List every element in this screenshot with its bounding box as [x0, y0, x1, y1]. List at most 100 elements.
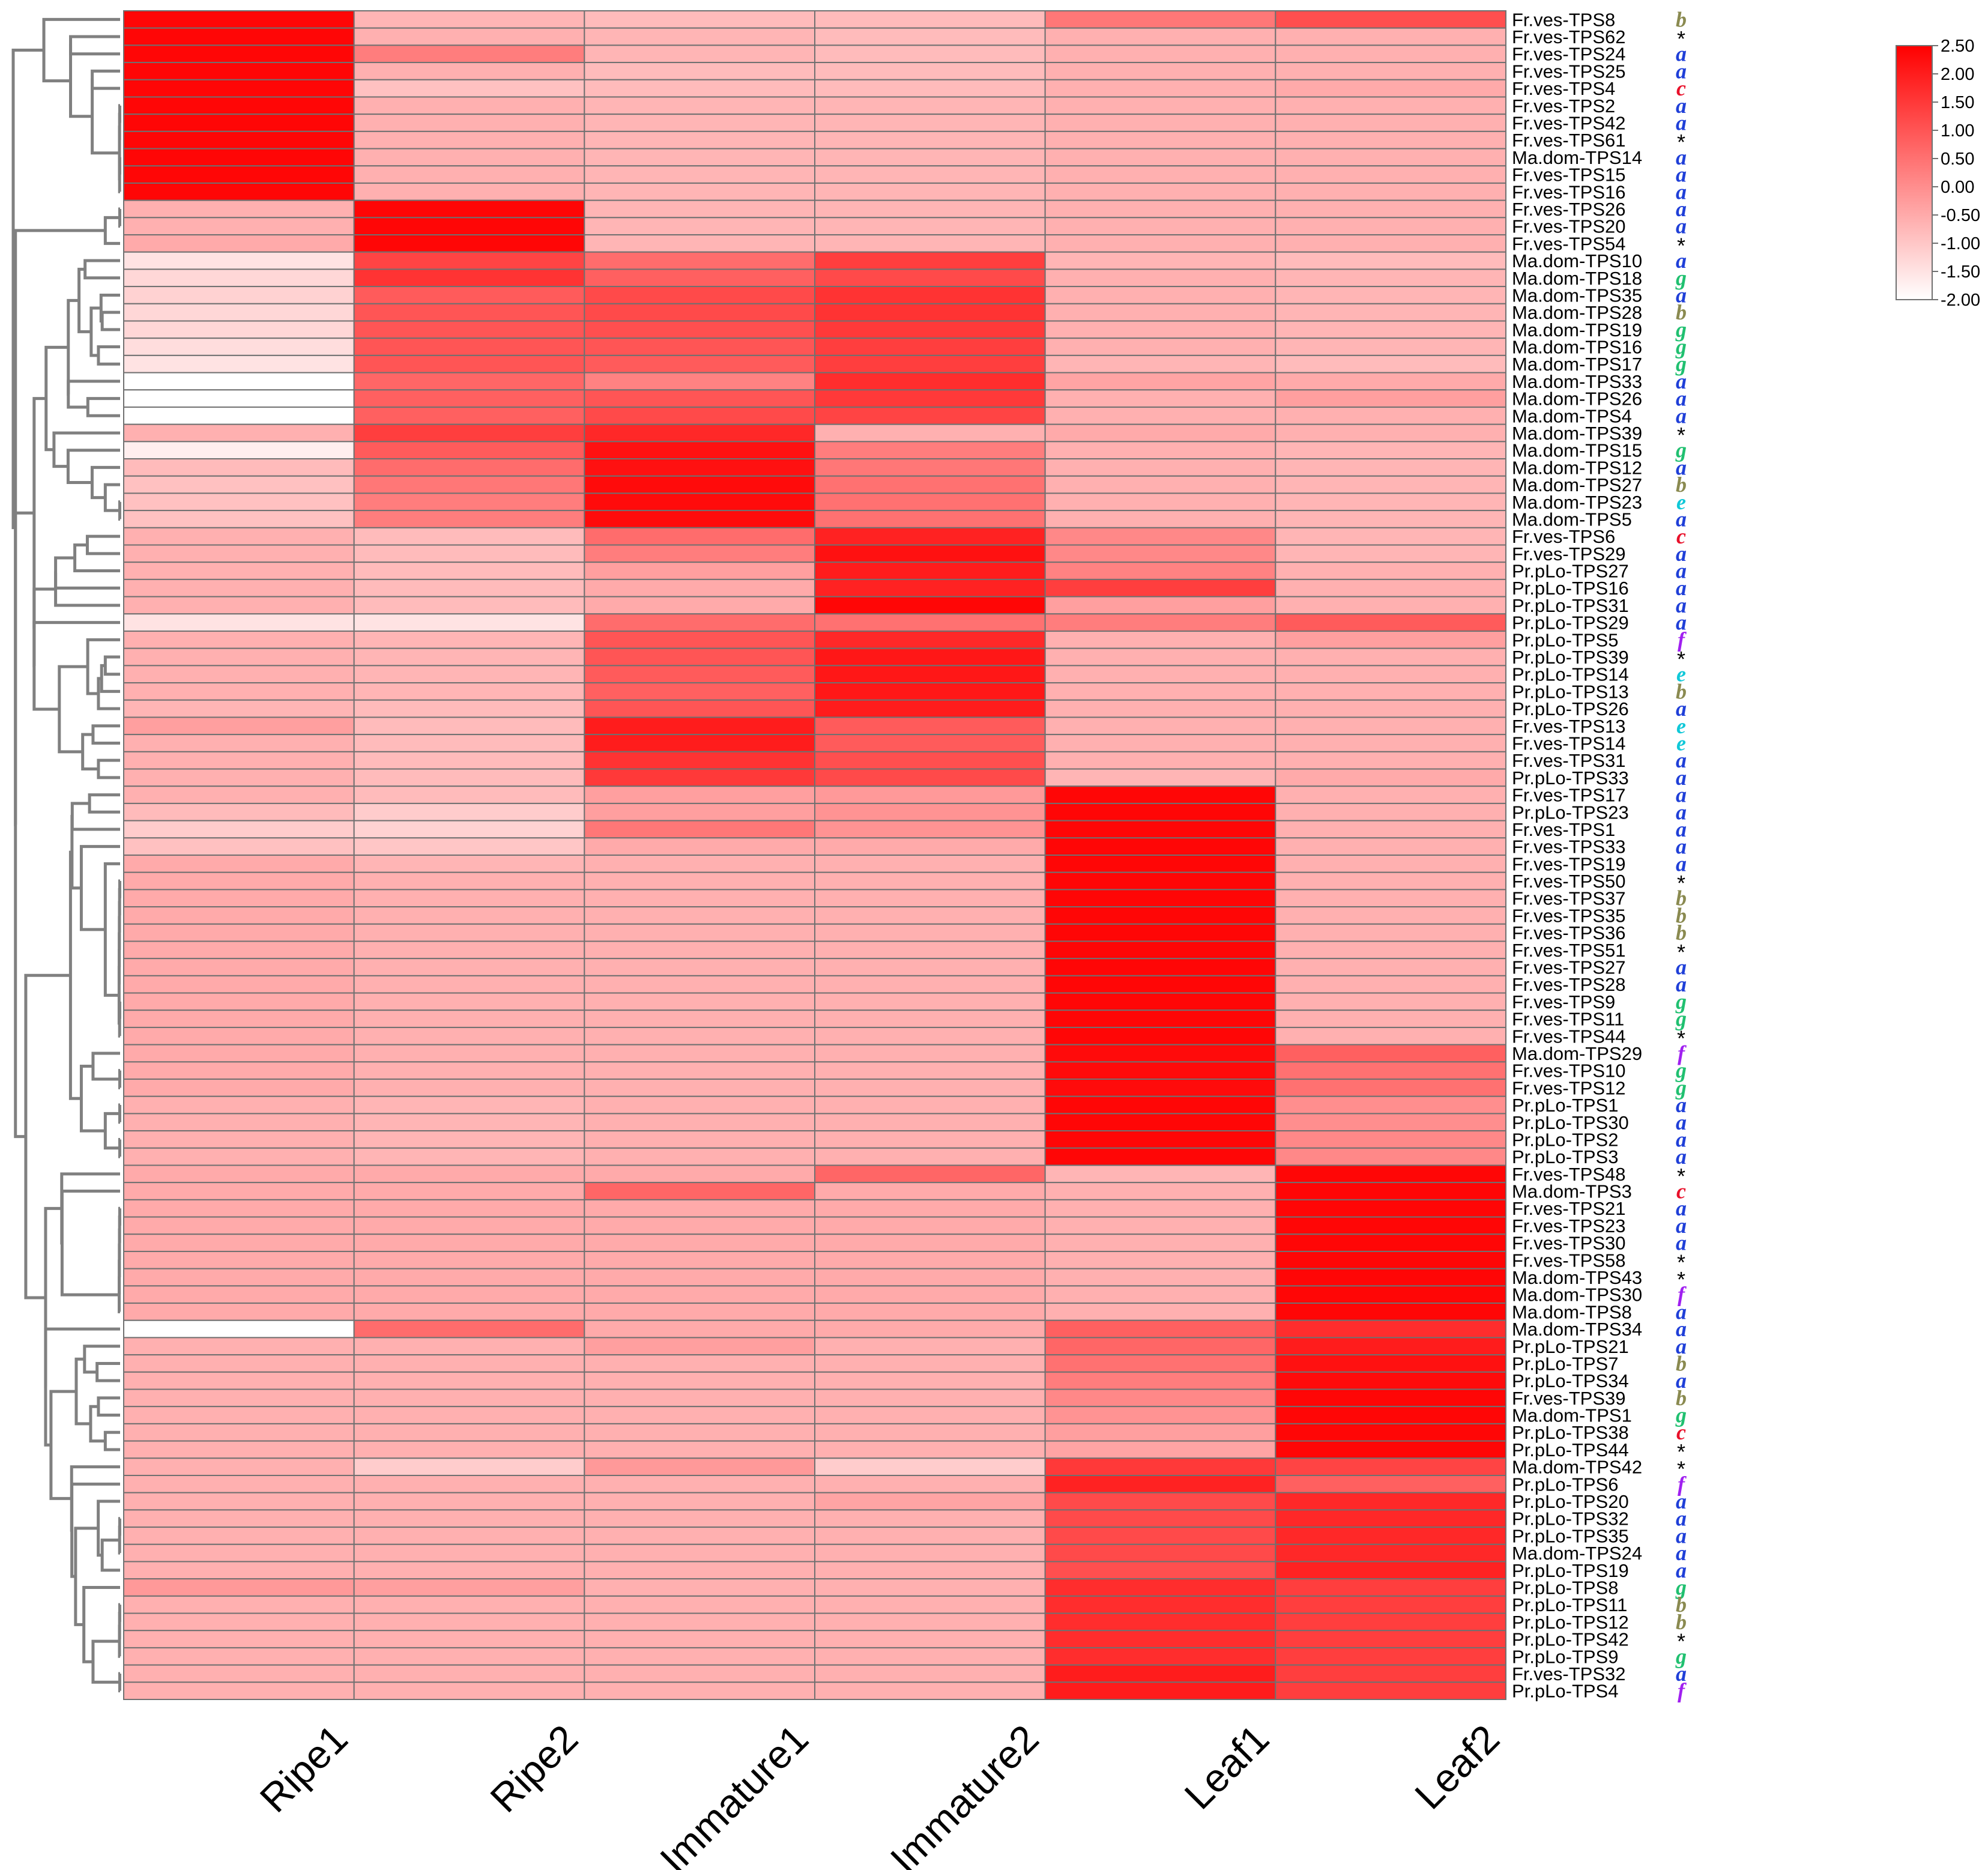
heatmap-cell: [1275, 1474, 1506, 1493]
heatmap-cell: [1044, 1440, 1276, 1459]
heatmap-cell: [1275, 923, 1506, 942]
heatmap-cell: [1275, 975, 1506, 994]
heatmap-cell: [584, 96, 815, 115]
heatmap-cell: [1044, 613, 1276, 632]
heatmap-cell: [353, 1371, 585, 1390]
heatmap-cell: [123, 217, 355, 236]
heatmap-cell: [1275, 785, 1506, 804]
heatmap-cell: [814, 1681, 1046, 1701]
heatmap-cell: [584, 1423, 815, 1442]
row-label: Pr.pLo-TPS5: [1512, 629, 1618, 650]
heatmap-cell: [814, 251, 1046, 270]
heatmap-cell: [584, 751, 815, 770]
heatmap-cell: [814, 492, 1046, 512]
heatmap-cell: [123, 906, 355, 925]
row-label: Pr.pLo-TPS21: [1512, 1336, 1629, 1357]
colorbar-tick-label: 2.50: [1941, 37, 1974, 56]
heatmap-cell: [584, 320, 815, 339]
heatmap-cell: [1044, 1285, 1276, 1304]
heatmap-cell: [1044, 406, 1276, 425]
heatmap-cell: [584, 217, 815, 236]
family-label: a: [1676, 800, 1687, 824]
family-label: a: [1676, 955, 1687, 979]
dendrogram-branch: [66, 449, 120, 484]
heatmap-cell: [814, 716, 1046, 736]
heatmap-cell: [353, 1268, 585, 1287]
heatmap-cell: [123, 768, 355, 787]
row-label: Pr.pLo-TPS23: [1512, 802, 1629, 823]
heatmap-cell: [584, 79, 815, 98]
heatmap-cell: [584, 354, 815, 374]
heatmap-cell: [353, 716, 585, 736]
row-label: Pr.pLo-TPS12: [1512, 1612, 1629, 1633]
heatmap-cell: [353, 940, 585, 960]
family-label: b: [1676, 921, 1687, 945]
family-label: e: [1676, 714, 1686, 738]
heatmap-cell: [1044, 130, 1276, 150]
heatmap-cell: [584, 510, 815, 528]
heatmap-cell: [123, 734, 355, 752]
family-label: *: [1677, 423, 1685, 447]
dendrogram-branch: [82, 1585, 120, 1663]
family-label: a: [1676, 59, 1687, 83]
heatmap-cell: [1275, 1285, 1506, 1304]
heatmap-cell: [1275, 1457, 1506, 1476]
row-label: Ma.dom-TPS1: [1512, 1405, 1632, 1426]
heatmap-cell: [584, 251, 815, 270]
heatmap-cell: [1275, 1561, 1506, 1580]
heatmap-cell: [584, 855, 815, 873]
heatmap-cell: [1275, 1681, 1506, 1701]
heatmap-cell: [123, 510, 355, 528]
heatmap-cell: [1044, 182, 1276, 201]
family-label: a: [1676, 542, 1687, 566]
heatmap-cell: [1044, 906, 1276, 925]
dendrogram-branch: [118, 156, 121, 177]
heatmap-cell: [1275, 734, 1506, 752]
dendrogram-branch: [86, 397, 120, 417]
dendrogram-branch: [44, 345, 68, 452]
heatmap-cell: [584, 182, 815, 201]
heatmap-cell: [123, 441, 355, 460]
row-label: Ma.dom-TPS39: [1512, 423, 1642, 444]
heatmap-cell: [353, 785, 585, 804]
heatmap-cell: [584, 578, 815, 598]
heatmap-cell: [1044, 234, 1276, 253]
heatmap-cell: [123, 79, 355, 98]
heatmap-cell: [1044, 1044, 1276, 1063]
family-label: a: [1676, 593, 1687, 617]
family-label: f: [1678, 628, 1687, 652]
dendrogram-branch: [69, 43, 92, 118]
heatmap-cell: [1275, 527, 1506, 546]
heatmap-cell: [353, 372, 585, 391]
heatmap-cell: [1044, 268, 1276, 288]
row-label: Ma.dom-TPS35: [1512, 285, 1642, 306]
heatmap-cell: [814, 975, 1046, 994]
heatmap-cell: [123, 596, 355, 615]
row-label: Ma.dom-TPS15: [1512, 440, 1642, 461]
heatmap-cell: [1275, 1595, 1506, 1614]
heatmap-cell: [814, 286, 1046, 304]
heatmap-cell: [814, 1527, 1046, 1545]
heatmap-cell: [814, 613, 1046, 632]
heatmap-cell: [1275, 372, 1506, 391]
heatmap-cell: [353, 1440, 585, 1459]
heatmap-cell: [584, 1164, 815, 1184]
heatmap-cell: [1275, 665, 1506, 684]
row-label: Fr.ves-TPS20: [1512, 216, 1626, 237]
heatmap-cell: [814, 1009, 1046, 1028]
heatmap-cell: [814, 1130, 1046, 1149]
heatmap-cell: [1044, 1681, 1276, 1701]
row-label: Pr.pLo-TPS30: [1512, 1112, 1629, 1133]
heatmap-cell: [353, 268, 585, 288]
family-label: b: [1676, 1593, 1687, 1617]
heatmap-cell: [584, 958, 815, 976]
heatmap-cell: [353, 958, 585, 976]
heatmap-cell: [123, 665, 355, 684]
heatmap-cell: [814, 62, 1046, 80]
dendrogram-branch: [49, 1390, 76, 1500]
column-label: Ripe2: [482, 1716, 586, 1821]
row-label: Fr.ves-TPS51: [1512, 940, 1626, 961]
dendrogram-branch: [118, 1103, 121, 1124]
heatmap-cell: [814, 1612, 1046, 1632]
